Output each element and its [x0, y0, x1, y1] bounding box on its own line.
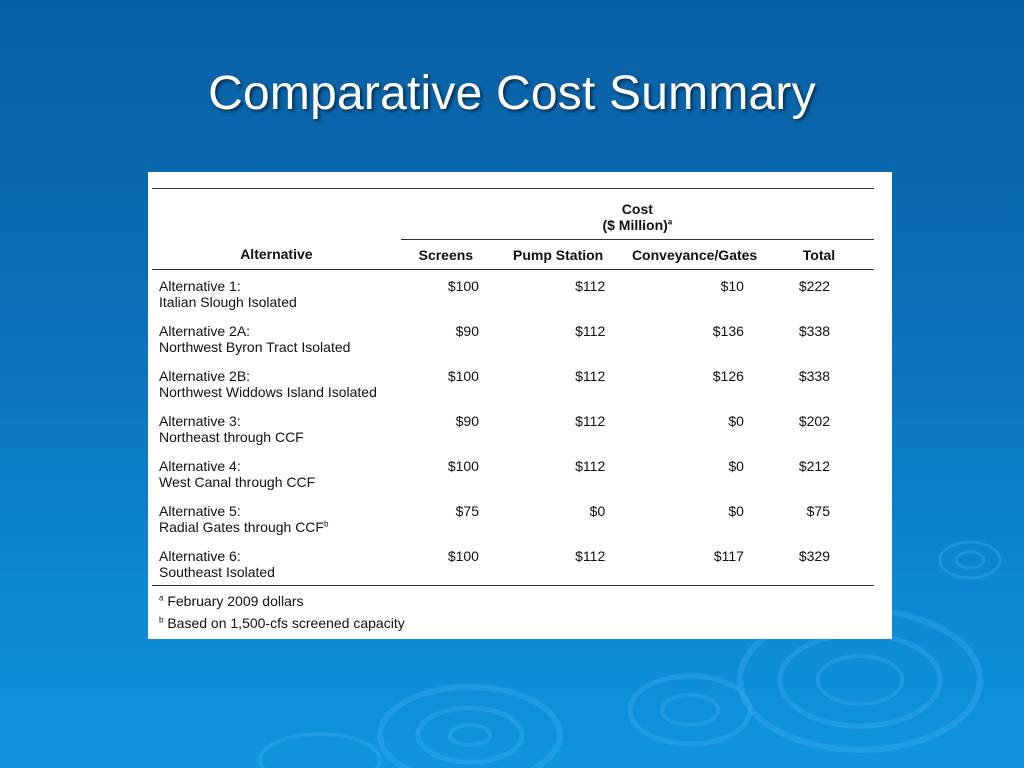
conveyance-gates-cost: $0 [728, 503, 744, 519]
screens-cost: $75 [455, 503, 479, 519]
table-row: Alternative 6: Southeast Isolated $100 $1… [152, 548, 874, 586]
total-cost: $75 [806, 503, 830, 519]
alternative-name: Alternative 2A: [159, 323, 251, 339]
screens-cost: $90 [455, 413, 479, 429]
alternative-name: Alternative 5: [159, 503, 241, 519]
alternative-cell: Alternative 2A: Northwest Byron Tract Iso… [152, 323, 401, 368]
total-cost: $212 [798, 458, 830, 474]
pump-station-cost: $0 [589, 503, 606, 519]
conveyance-gates-cost: $0 [728, 458, 744, 474]
col-header-conveyance-gates: Conveyance/Gates [625, 239, 764, 270]
col-header-screens: Screens [400, 239, 491, 270]
total-cost: $222 [798, 278, 830, 294]
footnote-b-mark: b [159, 615, 164, 625]
alternative-name: Alternative 4: [159, 458, 241, 474]
conveyance-gates-cost: $10 [720, 278, 744, 294]
table-row: Alternative 1: Italian Slough Isolated $1… [152, 270, 874, 324]
table-row: Alternative 4: West Canal through CCF $10… [152, 458, 874, 503]
pump-station-cost: $112 [575, 278, 606, 294]
screens-cost: $100 [447, 458, 479, 474]
table-row: Alternative 2B: Northwest Widdows Island … [152, 368, 874, 413]
total-cost: $202 [798, 413, 830, 429]
cost-group-header: Cost ($ Million)a [400, 188, 874, 240]
alternative-desc: Northeast through CCF [159, 429, 304, 445]
col-header-alternative: Alternative [152, 239, 401, 270]
screens-cost: $100 [447, 278, 479, 294]
col-header-pump-station: Pump Station [490, 239, 626, 270]
pump-station-cost: $112 [575, 458, 606, 474]
table-row: Alternative 5: Radial Gates through CCFb … [152, 503, 874, 548]
total-cost: $338 [798, 323, 830, 339]
pump-station-cost: $112 [490, 548, 626, 586]
cost-table-panel: Cost ($ Million)a Alternative Screens Pu… [148, 172, 892, 639]
blank-header-cell [152, 188, 401, 240]
alternative-cell: Alternative 1: Italian Slough Isolated [152, 270, 401, 324]
slide-title: Comparative Cost Summary [208, 67, 816, 120]
alternative-desc: Radial Gates through CCF [159, 519, 324, 535]
alternative-cell: Alternative 5: Radial Gates through CCFb [152, 503, 401, 548]
table-footnotes: a February 2009 dollars b Based on 1,500… [159, 590, 405, 634]
pump-station-cost: $112 [575, 323, 606, 339]
alternative-desc: Northwest Widdows Island Isolated [159, 384, 377, 400]
alternative-name: Alternative 6: [159, 548, 241, 564]
alternative-desc: Southeast Isolated [159, 564, 275, 580]
cost-summary-table: Cost ($ Million)a Alternative Screens Pu… [152, 188, 874, 586]
alternative-desc: West Canal through CCF [159, 474, 316, 490]
screens-cost: $100 [447, 368, 479, 384]
alternative-name: Alternative 1: [159, 278, 241, 294]
alternative-cell: Alternative 6: Southeast Isolated [152, 548, 401, 586]
table-row: Alternative 2A: Northwest Byron Tract Iso… [152, 323, 874, 368]
alternative-name: Alternative 3: [159, 413, 241, 429]
footnote-b-text: Based on 1,500-cfs screened capacity [167, 615, 405, 631]
cost-header-row: Cost ($ Million)a [152, 188, 874, 240]
alternative-cell: Alternative 2B: Northwest Widdows Island … [152, 368, 401, 413]
cost-subheader-label: ($ Million) [602, 217, 668, 233]
screens-cost: $100 [400, 548, 491, 586]
pump-station-cost: $112 [575, 413, 606, 429]
conveyance-gates-cost: $136 [712, 323, 744, 339]
total-cost: $338 [798, 368, 830, 384]
footnote-a-text: February 2009 dollars [167, 593, 304, 609]
table-row: Alternative 3: Northeast through CCF $90 … [152, 413, 874, 458]
footnote-b-mark: b [323, 519, 329, 529]
footnote-a: a February 2009 dollars [159, 590, 405, 612]
alternative-cell: Alternative 4: West Canal through CCF [152, 458, 401, 503]
col-header-total: Total [763, 239, 874, 270]
footnote-a-mark: a [159, 593, 164, 603]
conveyance-gates-cost: $126 [712, 368, 744, 384]
conveyance-gates-cost: $0 [728, 413, 744, 429]
alternative-cell: Alternative 3: Northeast through CCF [152, 413, 401, 458]
alternative-desc: Northwest Byron Tract Isolated [159, 339, 351, 355]
alternative-name: Alternative 2B: [159, 368, 251, 384]
alternative-desc: Italian Slough Isolated [159, 294, 297, 310]
pump-station-cost: $112 [575, 368, 606, 384]
column-header-row: Alternative Screens Pump Station Conveya… [152, 239, 874, 270]
conveyance-gates-cost: $117 [625, 548, 764, 586]
screens-cost: $90 [455, 323, 479, 339]
total-cost: $329 [763, 548, 874, 586]
cost-footnote-mark: a [667, 217, 673, 227]
footnote-b: b Based on 1,500-cfs screened capacity [159, 612, 405, 634]
cost-header-label: Cost [621, 201, 653, 217]
